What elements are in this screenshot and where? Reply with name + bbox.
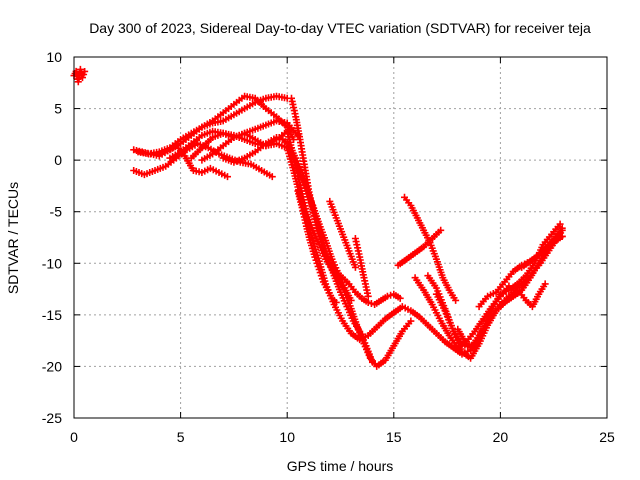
x-tick-label: 0 [70,429,78,445]
y-tick-label: 0 [54,152,62,168]
x-tick-label: 15 [386,429,402,445]
x-tick-label: 20 [493,429,509,445]
y-tick-label: -25 [42,410,62,426]
x-tick-label: 25 [599,429,615,445]
chart-title: Day 300 of 2023, Sidereal Day-to-day VTE… [89,20,591,36]
y-tick-label: -15 [42,307,62,323]
y-tick-label: 10 [46,49,62,65]
series-22 [518,232,566,271]
x-tick-label: 5 [177,429,185,445]
series-markers [130,140,276,181]
y-axis-title: SDTVAR / TECUs [5,182,21,294]
y-tick-label: -5 [50,204,63,220]
series-markers [283,140,355,304]
x-axis-title: GPS time / hours [287,458,394,474]
series-markers [518,232,566,271]
series-13 [351,235,372,300]
y-tick-label: -10 [42,255,62,271]
series-10 [283,140,355,304]
tick-layer: 0 5 10 15 20 25 10 5 0 -5 -10 -15 -20 -25 [42,49,615,445]
series-layer [70,65,566,370]
y-tick-label: 5 [54,101,62,117]
series-markers [432,226,566,362]
series-19 [454,220,564,350]
series-12 [326,197,359,271]
plot-frame [73,56,608,419]
series-markers [294,187,340,306]
y-tick-label: -20 [42,358,62,374]
x-tick-label: 10 [279,429,295,445]
series-15 [394,226,445,269]
series-21 [496,280,549,311]
series-markers [326,197,359,271]
series-11 [294,187,340,306]
series-markers [496,280,549,311]
series-markers [394,226,445,269]
series-markers [351,235,372,300]
